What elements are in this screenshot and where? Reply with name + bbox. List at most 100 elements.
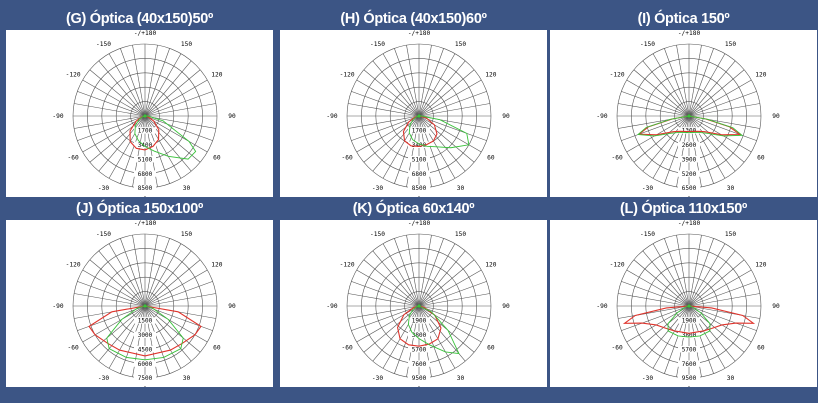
polar-svg: -/+180 150 120 90 60 30 0 -30 -60 -90 -120 -150 1500…: [52, 220, 236, 387]
radial-label-bg: [134, 127, 156, 134]
grid-spoke: [418, 250, 466, 307]
radial-label-bg: [678, 141, 700, 148]
angle-label: 60: [757, 155, 765, 162]
angle-label: 60: [487, 155, 495, 162]
angle-label: -30: [372, 375, 383, 382]
radial-label-bg: [134, 331, 156, 338]
grid-spoke: [144, 53, 182, 117]
radial-label-bg: [134, 170, 156, 177]
grid-spoke: [688, 243, 726, 307]
grid-spoke: [621, 305, 690, 331]
grid-spoke: [418, 69, 475, 117]
angle-label: -120: [66, 262, 81, 269]
grid-spoke: [74, 103, 146, 117]
grid-spoke: [688, 281, 757, 307]
grid-spoke: [652, 305, 690, 369]
plot-area: -/+180 150 120 90 60 30 0 -30 -60 -90 -120 -150 1700…: [6, 30, 273, 197]
grid-spoke: [372, 305, 420, 362]
origin-marker: [417, 114, 421, 118]
grid-spoke: [418, 79, 482, 117]
grid-spoke: [688, 60, 736, 117]
polar-grid: [346, 233, 492, 379]
grid-spoke: [626, 115, 690, 153]
grid-spoke: [418, 293, 490, 307]
grid-spoke: [348, 305, 420, 319]
polar-chart-g: (G) Óptica (40x150)50º -/+180 150 120 90 60 3…: [6, 8, 273, 197]
grid-spoke: [144, 48, 170, 117]
grid-spoke: [144, 305, 182, 369]
angle-label: -150: [96, 41, 111, 48]
grid-spoke: [418, 238, 444, 307]
angle-label: 150: [181, 231, 192, 238]
angle-label: 120: [755, 262, 766, 269]
grid-spoke: [406, 45, 420, 117]
grid-spoke: [688, 305, 757, 331]
grid-spoke: [82, 305, 146, 343]
grid-spoke: [144, 259, 201, 307]
grid-spoke: [633, 69, 690, 117]
grid-spoke: [688, 115, 757, 141]
angle-label: -30: [642, 375, 653, 382]
radial-label-bg: [408, 317, 430, 324]
grid-spoke: [418, 305, 482, 343]
radial-tick-label: 6500: [682, 185, 697, 192]
grid-spoke: [98, 305, 146, 362]
grid-spoke: [351, 305, 420, 331]
grid-spoke: [418, 91, 487, 117]
angle-label: 0: [417, 196, 421, 197]
grid-spoke: [144, 115, 213, 141]
angle-label: -150: [96, 231, 111, 238]
grid-spoke: [418, 305, 490, 319]
angle-label: 120: [211, 72, 222, 79]
grid-spoke: [144, 305, 201, 353]
grid-spoke: [382, 243, 420, 307]
grid-spoke: [642, 115, 690, 172]
radial-tick-label: 6000: [138, 361, 153, 368]
grid-spoke: [418, 269, 482, 307]
grid-spoke: [688, 53, 726, 117]
radial-label-bg: [678, 346, 700, 353]
grid-spoke: [144, 69, 201, 117]
radial-tick-label: 9500: [682, 375, 697, 382]
angle-label: -90: [326, 303, 337, 310]
grid-spoke: [664, 238, 690, 307]
polar-svg: -/+180 150 120 90 60 30 0 -30 -60 -90 -120 -150 1900…: [326, 220, 510, 387]
green-series-curve: [106, 305, 184, 361]
radial-tick-label: 6800: [138, 171, 153, 178]
grid-spoke: [348, 103, 420, 117]
grid-spoke: [144, 305, 192, 362]
grid-spoke: [633, 259, 690, 307]
plot-area: -/+180 150 120 90 60 30 0 -30 -60 -90 -120 -150 1900…: [280, 220, 547, 387]
angle-label: -30: [372, 185, 383, 192]
angle-label: 30: [183, 185, 191, 192]
angle-label: 30: [727, 185, 735, 192]
radial-label-bg: [408, 170, 430, 177]
radial-tick-label: 3900: [682, 156, 697, 163]
angle-label: -120: [340, 262, 355, 269]
polar-chart-j: (J) Óptica 150x100º -/+1801501209060300-…: [6, 198, 273, 387]
radial-tick-label: 7500: [138, 375, 153, 382]
grid-spoke: [89, 259, 146, 307]
angle-label: -30: [98, 185, 109, 192]
origin-marker: [143, 114, 147, 118]
grid-spoke: [144, 79, 208, 117]
radial-tick-label: 3800: [412, 332, 427, 339]
grid-spoke: [418, 45, 432, 117]
angle-label: -60: [68, 345, 79, 352]
grid-spoke: [688, 103, 760, 117]
chart-title: (J) Óptica 150x100º: [76, 201, 203, 217]
grid-spoke: [144, 115, 208, 153]
grid-spoke: [120, 238, 146, 307]
grid-spoke: [688, 91, 757, 117]
grid-spoke: [98, 60, 146, 117]
grid-spoke: [77, 115, 146, 141]
angle-label: -90: [596, 303, 607, 310]
grid-spoke: [82, 115, 146, 153]
grid-spoke: [356, 269, 420, 307]
grid-spoke: [688, 69, 745, 117]
chart-title: (L) Óptica 110x150º: [620, 201, 747, 217]
grid-spoke: [98, 250, 146, 307]
grid-spoke: [372, 60, 420, 117]
grid-spoke: [356, 79, 420, 117]
origin-marker: [143, 304, 147, 308]
